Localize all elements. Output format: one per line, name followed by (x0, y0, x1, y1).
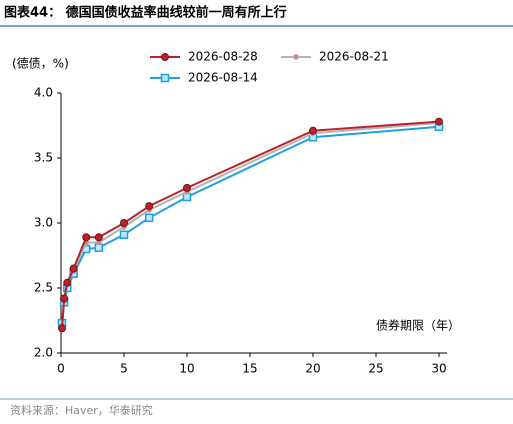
legend-marker (161, 53, 169, 61)
point (145, 202, 154, 211)
legend-marker (160, 73, 170, 83)
legend-label: 2026-08-21 (319, 50, 389, 64)
y-tick-label: 2.5 (34, 281, 53, 295)
legend-label: 2026-08-28 (188, 50, 258, 64)
point (183, 183, 191, 192)
y-tick-label: 2.0 (34, 346, 53, 360)
point (63, 278, 72, 287)
point (309, 126, 317, 135)
point (82, 233, 91, 242)
point (60, 294, 69, 303)
y-tick-label: 3.0 (34, 216, 53, 230)
series-line (61, 121, 440, 326)
x-tick-label: 25 (368, 362, 383, 376)
x-tick-label: 10 (179, 362, 194, 376)
x-tick-label: 20 (305, 362, 320, 376)
y-tick-label: 3.5 (34, 151, 53, 165)
point (94, 233, 103, 242)
legend-label: 2026-08-14 (188, 71, 258, 85)
point (120, 219, 128, 227)
point (119, 230, 129, 239)
point (144, 213, 154, 223)
x-tick-label: 0 (57, 362, 65, 376)
x-tick-label: 30 (431, 362, 446, 376)
legend-marker (293, 54, 299, 60)
point (435, 117, 443, 126)
source: 资料来源：Haver，华泰研究 (10, 403, 153, 417)
y-axis-label: (德债，%) (12, 56, 69, 71)
x-axis-label: 债券期限（年） (376, 318, 460, 333)
chart-title: 图表44： 德国国债收益率曲线较前一周有所上行 (4, 5, 287, 21)
series-line (61, 120, 440, 329)
x-tick-label: 5 (120, 362, 128, 376)
point (69, 264, 78, 273)
x-tick-label: 15 (242, 362, 257, 376)
point (58, 324, 67, 333)
y-tick-label: 4.0 (34, 86, 53, 100)
